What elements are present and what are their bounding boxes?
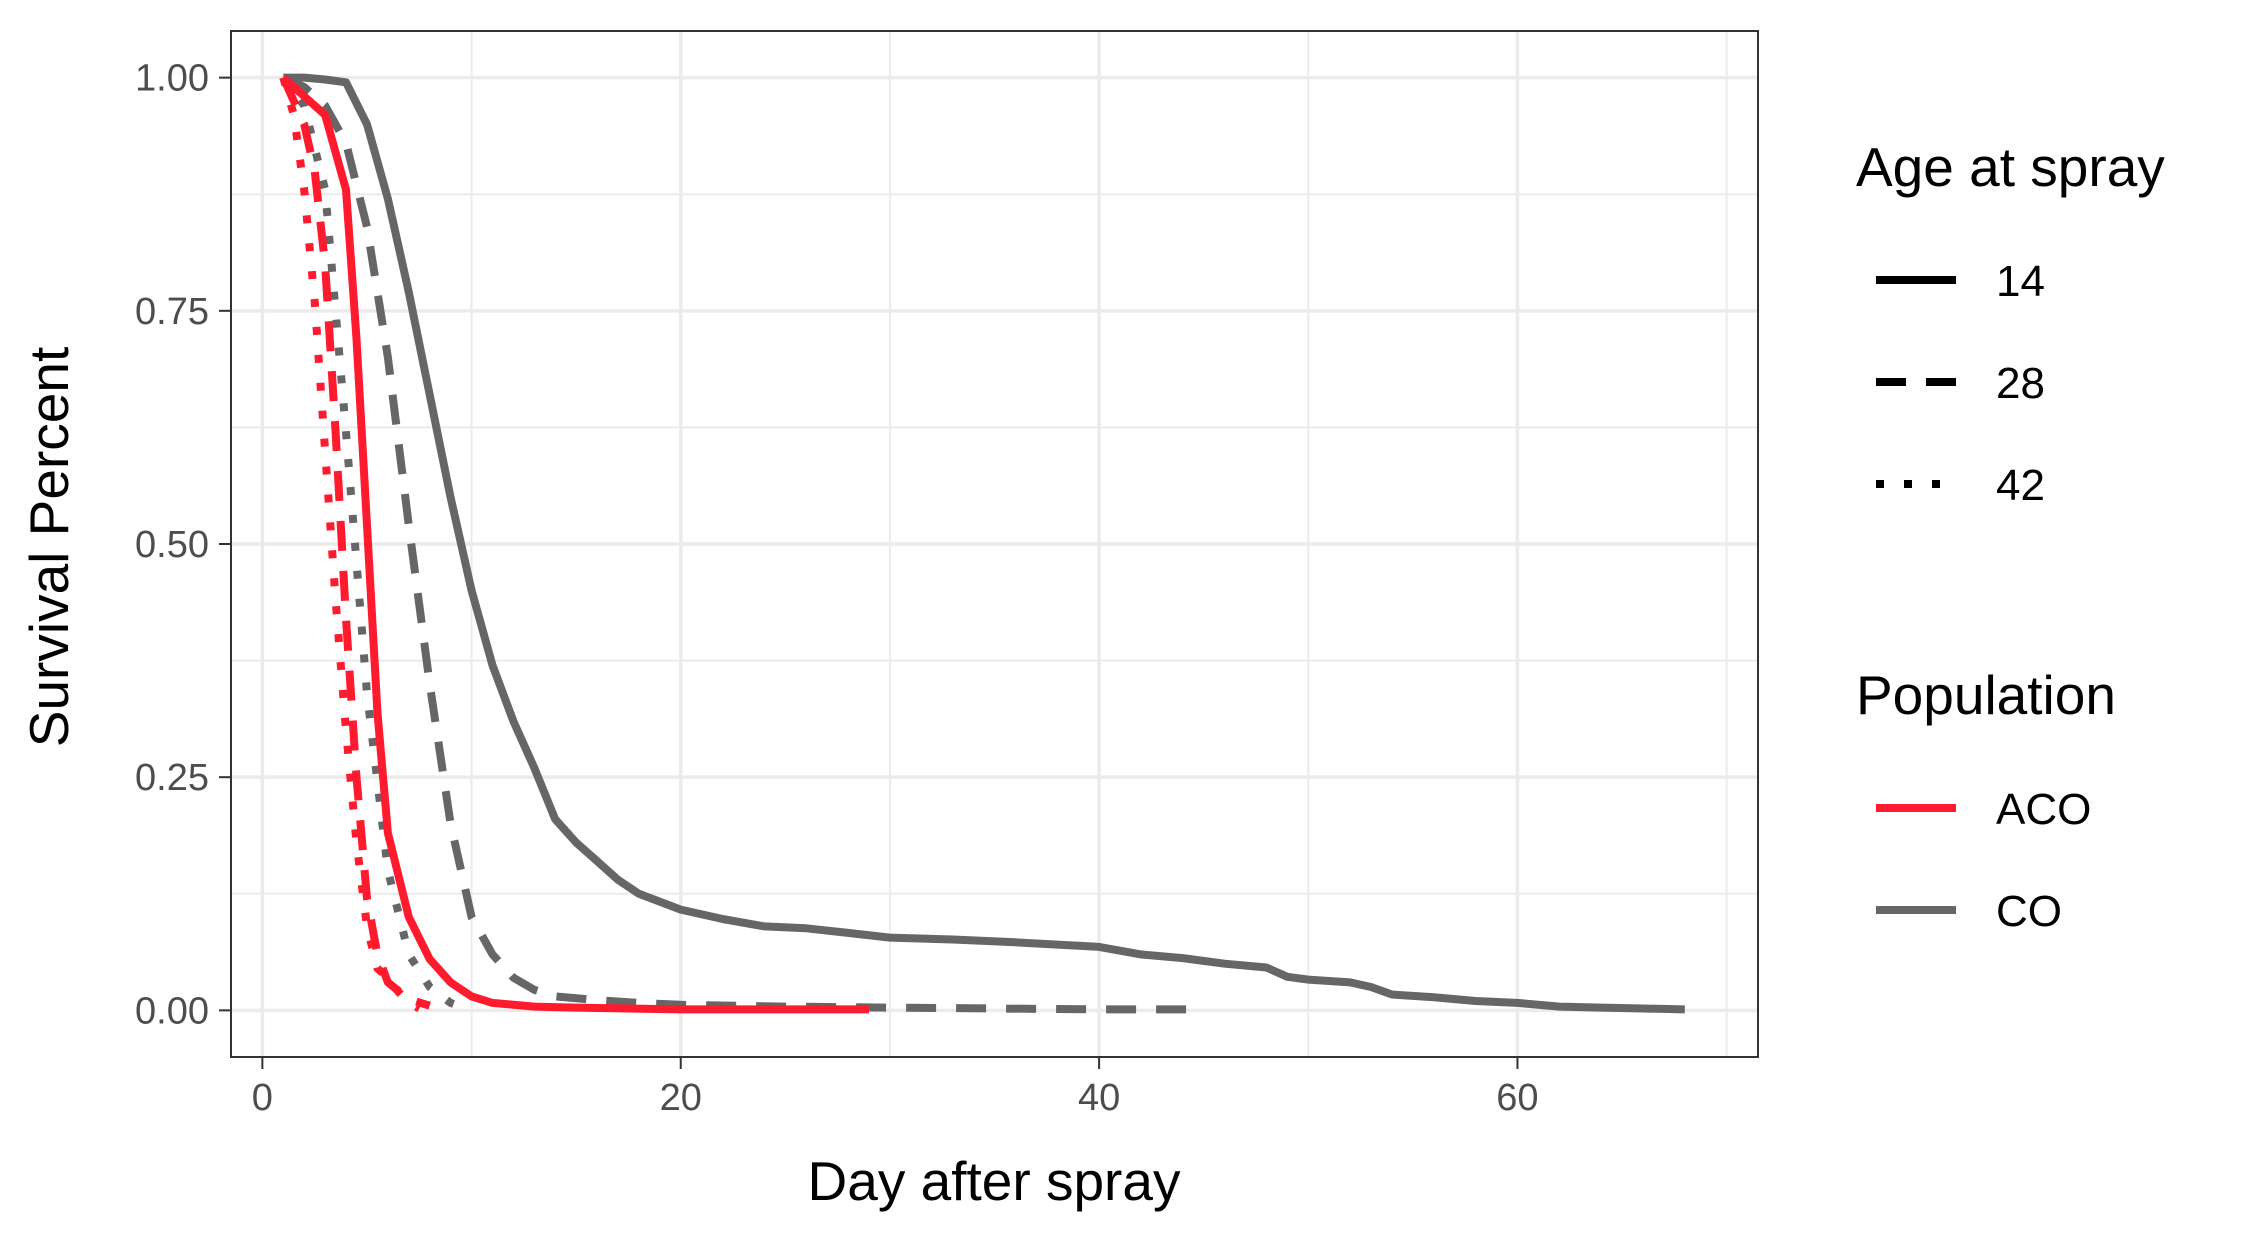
x-tick-label: 40	[1078, 1077, 1120, 1119]
y-tick-label: 1.00	[135, 58, 209, 100]
legend-title-age: Age at spray	[1856, 136, 2165, 198]
grid-major-lines	[231, 31, 1758, 1057]
x-tick-label: 0	[252, 1077, 273, 1119]
series-line-aco-28	[279, 75, 431, 1010]
grid-minor-lines	[231, 31, 1758, 1057]
legend-title-population: Population	[1856, 664, 2116, 726]
legend: Age at spray 14 28 42 Population ACO CO	[1856, 136, 2165, 936]
series-line-aco-14	[280, 74, 869, 1014]
legend-label-population: CO	[1996, 887, 2062, 936]
legend-label-population: ACO	[1996, 785, 2091, 834]
y-axis-title: Survival Percent	[18, 347, 80, 747]
legend-label-age: 14	[1996, 257, 2045, 306]
x-tick-label: 20	[660, 1077, 702, 1119]
y-tick-label: 0.75	[135, 291, 209, 333]
x-axis-title: Day after spray	[808, 1150, 1181, 1212]
x-axis-ticks: 0 20 40 60	[252, 1057, 1539, 1119]
y-tick-label: 0.50	[135, 524, 209, 566]
y-axis-ticks: 0.00 0.25 0.50 0.75 1.00	[135, 58, 231, 1032]
legend-label-age: 28	[1996, 359, 2045, 408]
x-tick-label: 60	[1496, 1077, 1538, 1119]
series-line-aco-42	[279, 76, 422, 1013]
series-line-co-14	[283, 73, 1685, 1014]
y-tick-label: 0.25	[135, 757, 209, 799]
y-tick-label: 0.00	[135, 990, 209, 1032]
legend-color-items: ACO CO	[1876, 785, 2091, 936]
legend-label-age: 42	[1996, 461, 2045, 510]
series-lines	[279, 73, 1685, 1015]
legend-linetype-items: 14 28 42	[1876, 257, 2045, 510]
